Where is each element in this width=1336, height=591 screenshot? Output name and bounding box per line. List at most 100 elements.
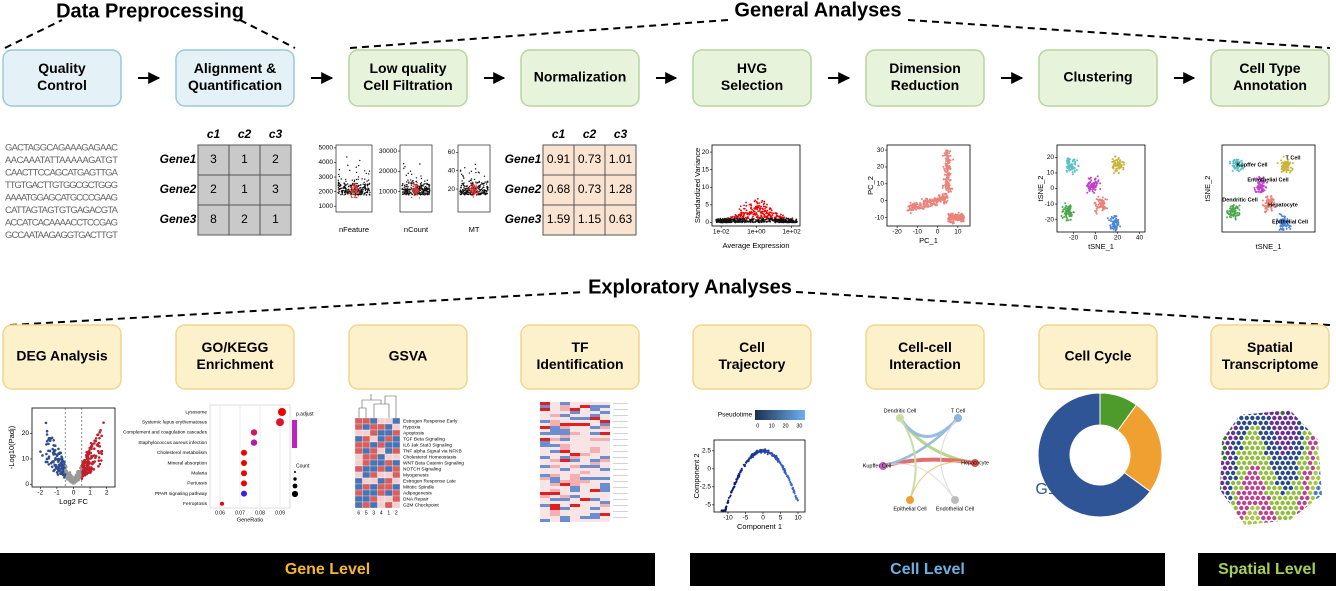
point: [1098, 201, 1101, 204]
heat-cell: [590, 510, 600, 513]
point: [343, 182, 345, 184]
section-heading: Data Preprocessing: [56, 0, 244, 22]
spot: [1244, 425, 1250, 431]
spot: [1250, 410, 1255, 411]
point: [740, 209, 742, 212]
heat-cell: [354, 477, 363, 485]
heat-cell: [580, 468, 590, 471]
heat-cell: [540, 450, 550, 453]
heat-cell: [369, 429, 378, 437]
point: [925, 205, 928, 208]
heat-cell: [540, 456, 550, 459]
point: [947, 152, 950, 155]
point: [83, 473, 87, 477]
heat-cell: [392, 483, 401, 491]
spot: [1220, 460, 1225, 466]
heat-cell: [384, 471, 393, 479]
spot: [1250, 485, 1255, 491]
heat-cell: [590, 423, 600, 426]
point: [1280, 165, 1283, 168]
spot: [1272, 415, 1277, 421]
point: [1091, 190, 1094, 193]
heat-cell: [550, 453, 560, 456]
heat-cell: [560, 471, 570, 474]
point: [341, 187, 343, 190]
heat-cell: [590, 441, 600, 444]
x-tick-label: 0: [761, 515, 765, 522]
point: [416, 191, 418, 193]
point: [766, 209, 769, 212]
point: [941, 186, 944, 189]
spot: [1283, 505, 1288, 511]
point: [760, 212, 763, 214]
spot: [1285, 480, 1291, 486]
spot: [1236, 460, 1241, 466]
point: [1241, 161, 1244, 164]
heat-cell: [590, 468, 600, 471]
point: [340, 184, 342, 187]
point: [410, 179, 412, 181]
spot: [1222, 425, 1228, 431]
point: [1069, 204, 1072, 207]
point: [359, 159, 361, 162]
point: [409, 188, 411, 191]
heat-cell: [580, 441, 590, 444]
point: [1286, 221, 1289, 224]
point: [1237, 213, 1240, 216]
spot: [1294, 526, 1298, 530]
point: [364, 186, 367, 189]
point: [474, 190, 476, 193]
spot: [1302, 510, 1307, 516]
spot: [1214, 491, 1218, 495]
point: [359, 189, 361, 192]
point: [363, 170, 366, 172]
point: [746, 215, 749, 218]
heat-cell: [580, 444, 590, 447]
heat-cell: [570, 471, 580, 474]
point: [460, 173, 463, 176]
point: [1101, 196, 1104, 199]
heat-cell: [570, 480, 580, 483]
spot: [1220, 500, 1225, 506]
sequence: CAACTTCCAGCATGAGTTGA: [5, 168, 119, 179]
point: [752, 221, 754, 224]
legend-gradient: [292, 420, 297, 448]
spot: [1236, 490, 1241, 496]
spot: [1321, 495, 1322, 501]
point: [764, 207, 767, 210]
point: [1068, 210, 1071, 213]
spot: [1288, 445, 1294, 451]
point: [401, 191, 404, 193]
point: [359, 187, 361, 189]
heat-cell: [580, 456, 590, 459]
point: [347, 193, 349, 195]
point: [782, 214, 785, 217]
spot: [1241, 440, 1247, 446]
term-label: Ferroptosis: [183, 501, 208, 507]
point: [1071, 171, 1074, 174]
point: [793, 491, 796, 494]
point: [475, 193, 478, 195]
point: [81, 469, 85, 473]
heat-cell: [540, 483, 550, 486]
point: [763, 213, 766, 216]
legend-gradient: [755, 410, 805, 420]
heat-cell: [540, 465, 550, 468]
point: [730, 216, 733, 219]
point: [944, 192, 947, 195]
point: [414, 188, 416, 190]
point: [932, 201, 935, 204]
point: [464, 187, 466, 190]
point: [471, 193, 474, 196]
point: [779, 461, 782, 464]
spot: [1324, 491, 1328, 495]
point: [475, 171, 477, 174]
point: [755, 200, 758, 203]
point: [781, 218, 784, 221]
spot: [1305, 505, 1310, 511]
enrichment-dot: [241, 460, 247, 466]
point: [357, 195, 359, 197]
heat-cell: [540, 417, 550, 420]
point: [789, 220, 792, 222]
point: [96, 433, 100, 437]
